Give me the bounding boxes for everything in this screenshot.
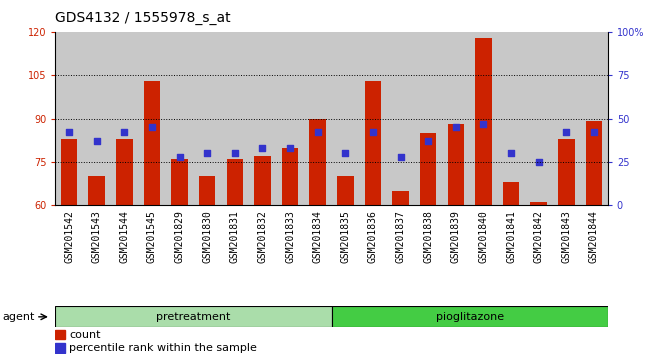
Bar [475, 38, 491, 205]
Bar [55, 343, 65, 353]
Point [368, 130, 378, 135]
Bar [365, 81, 381, 205]
Bar [497, 32, 525, 205]
Bar [558, 139, 575, 205]
Bar [309, 119, 326, 205]
Bar [199, 176, 216, 205]
Bar [227, 159, 243, 205]
Bar [83, 32, 111, 205]
Bar [530, 202, 547, 205]
Bar [221, 32, 248, 205]
Point [174, 154, 185, 160]
Point [478, 121, 489, 127]
Bar [248, 32, 276, 205]
Bar [332, 32, 359, 205]
Bar [55, 306, 332, 327]
Bar [552, 32, 580, 205]
Bar [61, 139, 77, 205]
Text: percentile rank within the sample: percentile rank within the sample [69, 343, 257, 353]
Point [257, 145, 268, 151]
Bar [580, 32, 608, 205]
Point [229, 150, 240, 156]
Bar [392, 191, 409, 205]
Point [64, 130, 74, 135]
Point [395, 154, 406, 160]
Point [147, 125, 157, 130]
Bar [359, 32, 387, 205]
Point [119, 130, 129, 135]
Bar [525, 32, 552, 205]
Point [202, 150, 213, 156]
Bar [469, 32, 497, 205]
Bar [55, 32, 83, 205]
Point [506, 150, 516, 156]
Bar [337, 176, 354, 205]
Point [450, 125, 461, 130]
Bar [586, 121, 602, 205]
Bar [111, 32, 138, 205]
Bar [442, 32, 469, 205]
Bar [254, 156, 271, 205]
Text: GDS4132 / 1555978_s_at: GDS4132 / 1555978_s_at [55, 11, 231, 25]
Bar [88, 176, 105, 205]
Bar [304, 32, 332, 205]
Bar [447, 124, 464, 205]
Point [285, 145, 295, 151]
Text: pioglitazone: pioglitazone [436, 312, 504, 322]
Bar [172, 159, 188, 205]
Bar [166, 32, 194, 205]
Bar [55, 330, 65, 339]
Bar [503, 182, 519, 205]
Text: pretreatment: pretreatment [156, 312, 231, 322]
Bar [138, 32, 166, 205]
Bar [387, 32, 415, 205]
Point [340, 150, 350, 156]
Bar [415, 32, 442, 205]
Bar [332, 306, 608, 327]
Bar [276, 32, 304, 205]
Text: agent: agent [3, 312, 35, 322]
Bar [194, 32, 221, 205]
Point [423, 138, 434, 144]
Point [561, 130, 571, 135]
Bar [281, 148, 298, 205]
Bar [420, 133, 437, 205]
Point [534, 159, 544, 165]
Point [313, 130, 323, 135]
Text: count: count [69, 330, 101, 340]
Point [589, 130, 599, 135]
Bar [144, 81, 161, 205]
Point [92, 138, 102, 144]
Bar [116, 139, 133, 205]
